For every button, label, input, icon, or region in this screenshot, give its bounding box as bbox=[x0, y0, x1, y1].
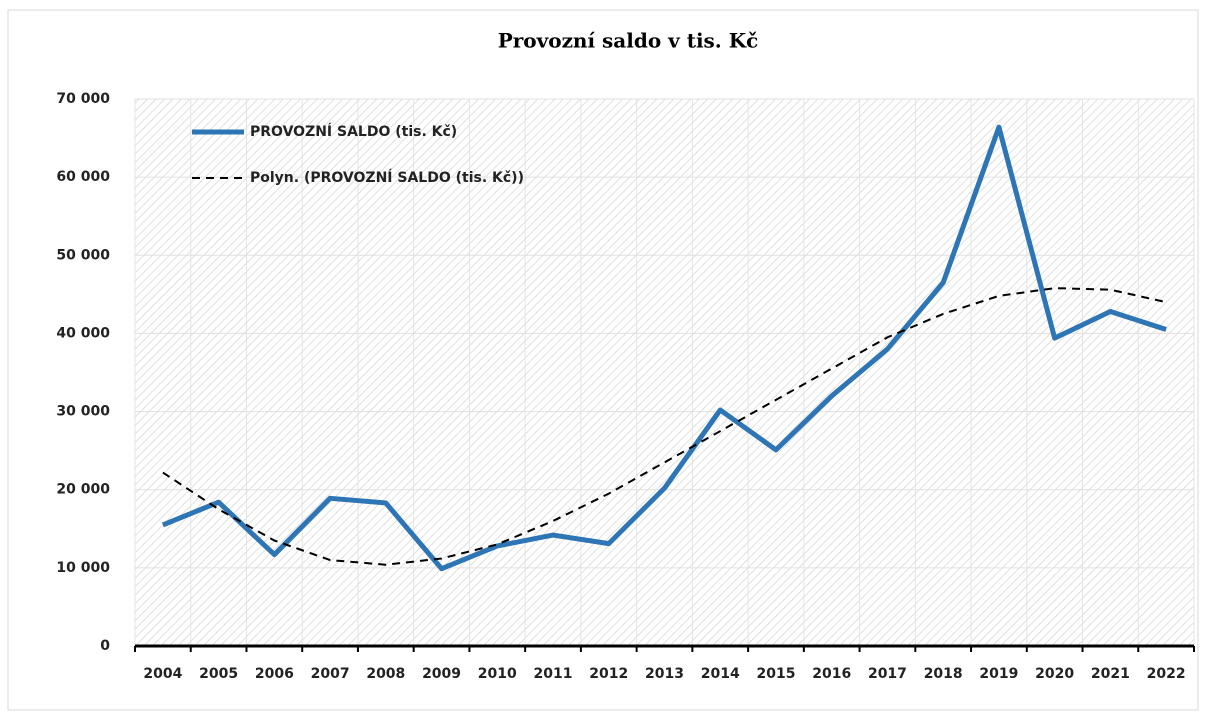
x-tick-label: 2017 bbox=[868, 666, 907, 682]
x-tick-label: 2005 bbox=[199, 666, 238, 682]
x-tick-label: 2019 bbox=[979, 666, 1018, 682]
data-line bbox=[161, 124, 1167, 572]
x-tick-label: 2015 bbox=[756, 666, 795, 682]
y-tick-label: 50 000 bbox=[56, 247, 110, 263]
x-tick-label: 2020 bbox=[1035, 666, 1074, 682]
legend-label: Polyn. (PROVOZNÍ SALDO (tis. Kč)) bbox=[250, 169, 524, 186]
x-tick-label: 2009 bbox=[422, 666, 461, 682]
x-tick-label: 2008 bbox=[366, 666, 405, 682]
x-tick-label: 2011 bbox=[534, 666, 573, 682]
x-tick-label: 2022 bbox=[1147, 666, 1186, 682]
x-tick-label: 2016 bbox=[812, 666, 851, 682]
x-tick-label: 2006 bbox=[255, 666, 294, 682]
x-tick-label: 2004 bbox=[143, 666, 182, 682]
y-tick-label: 30 000 bbox=[56, 404, 110, 420]
chart-title: Provozní saldo v tis. Kč bbox=[498, 29, 759, 53]
trend-line bbox=[162, 287, 1167, 566]
x-tick-label: 2014 bbox=[701, 666, 740, 682]
y-tick-label: 10 000 bbox=[56, 560, 110, 576]
legend-label: PROVOZNÍ SALDO (tis. Kč) bbox=[250, 123, 457, 140]
y-tick-label: 20 000 bbox=[56, 482, 110, 498]
y-tick-label: 70 000 bbox=[56, 91, 110, 107]
x-tick-label: 2007 bbox=[311, 666, 350, 682]
x-tick-label: 2018 bbox=[924, 666, 963, 682]
x-tick-label: 2021 bbox=[1091, 666, 1130, 682]
x-tick-label: 2010 bbox=[478, 666, 517, 682]
y-tick-label: 40 000 bbox=[56, 325, 110, 341]
x-tick-label: 2013 bbox=[645, 666, 684, 682]
y-tick-label: 0 bbox=[100, 638, 110, 654]
x-tick-label: 2012 bbox=[589, 666, 628, 682]
y-tick-label: 60 000 bbox=[56, 169, 110, 185]
